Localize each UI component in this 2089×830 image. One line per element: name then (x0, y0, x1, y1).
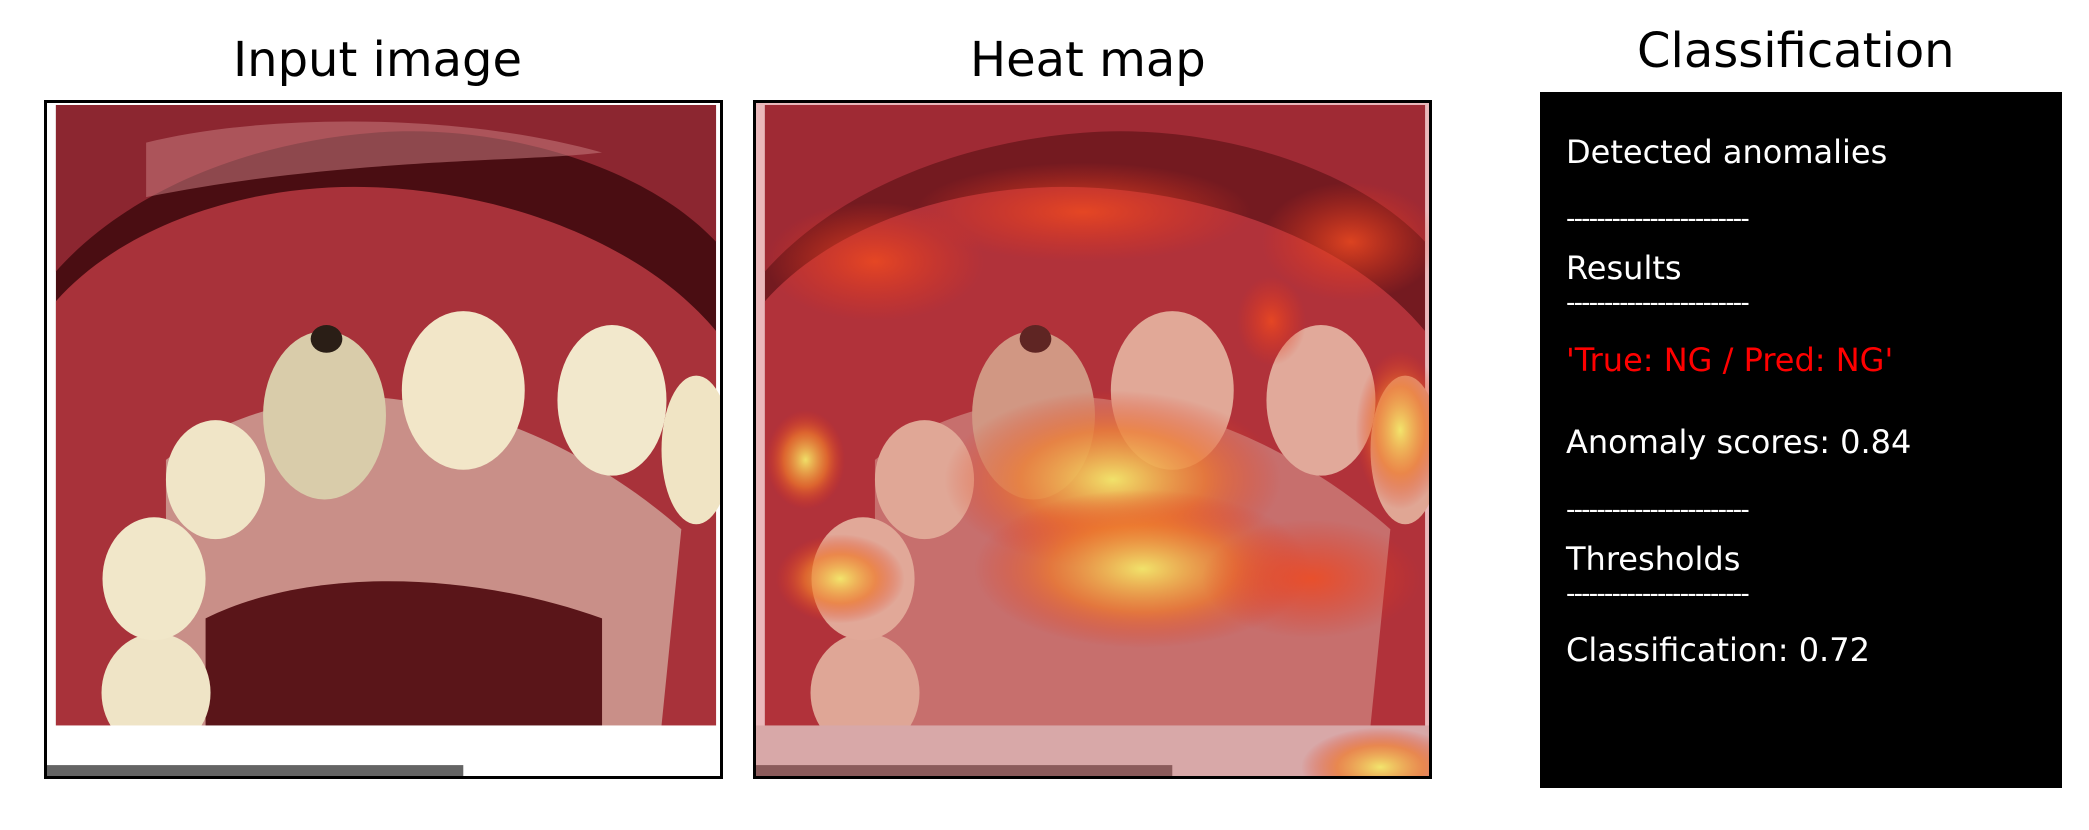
palate-shadow (205, 581, 603, 726)
mouth-photo (47, 104, 720, 776)
results-label: Results (1566, 249, 1682, 287)
heat-blob (1202, 519, 1421, 639)
separator: ------------------------ (1566, 288, 1750, 318)
heat-blob (914, 162, 1252, 262)
tooth (1266, 325, 1376, 476)
tooth-carious (263, 330, 386, 500)
classification-panel: Detected anomalies ---------------------… (1540, 92, 2062, 788)
caries-spot (310, 325, 343, 353)
heat-map-title: Heat map (970, 32, 1206, 88)
heat-blob (1236, 276, 1307, 366)
heat-blob (775, 534, 905, 624)
separator: ------------------------ (1566, 204, 1750, 234)
separator: ------------------------ (1566, 495, 1750, 525)
input-image-panel (44, 100, 723, 779)
tooth (401, 311, 525, 470)
input-image-title: Input image (233, 32, 523, 88)
tooth (661, 375, 720, 525)
heat-blob (765, 410, 846, 510)
upper-lip (764, 104, 1426, 272)
heat-blob (1355, 350, 1429, 510)
caption-fragment (47, 765, 464, 776)
tooth (557, 325, 667, 476)
heat-map-overlay (756, 103, 1429, 776)
classification-threshold-text: Classification: 0.72 (1566, 631, 1870, 669)
result-prediction-text: 'True: NG / Pred: NG' (1566, 341, 1894, 379)
tooth (102, 517, 206, 641)
classification-title: Classification (1637, 23, 1955, 79)
tooth (165, 420, 266, 540)
separator: ------------------------ (1566, 579, 1750, 609)
heat-blob (1301, 727, 1429, 776)
tooth (101, 633, 211, 753)
lip-highlight (146, 121, 603, 198)
tooth (874, 420, 975, 540)
detected-anomalies-label: Detected anomalies (1566, 133, 1888, 171)
anomaly-score-text: Anomaly scores: 0.84 (1566, 423, 1912, 461)
tooth (810, 633, 920, 753)
thresholds-label: Thresholds (1566, 540, 1741, 578)
heat-map-panel (753, 100, 1432, 779)
caries-spot (1019, 325, 1052, 353)
caption-fragment (756, 765, 1173, 776)
heat-blob (1261, 182, 1429, 302)
